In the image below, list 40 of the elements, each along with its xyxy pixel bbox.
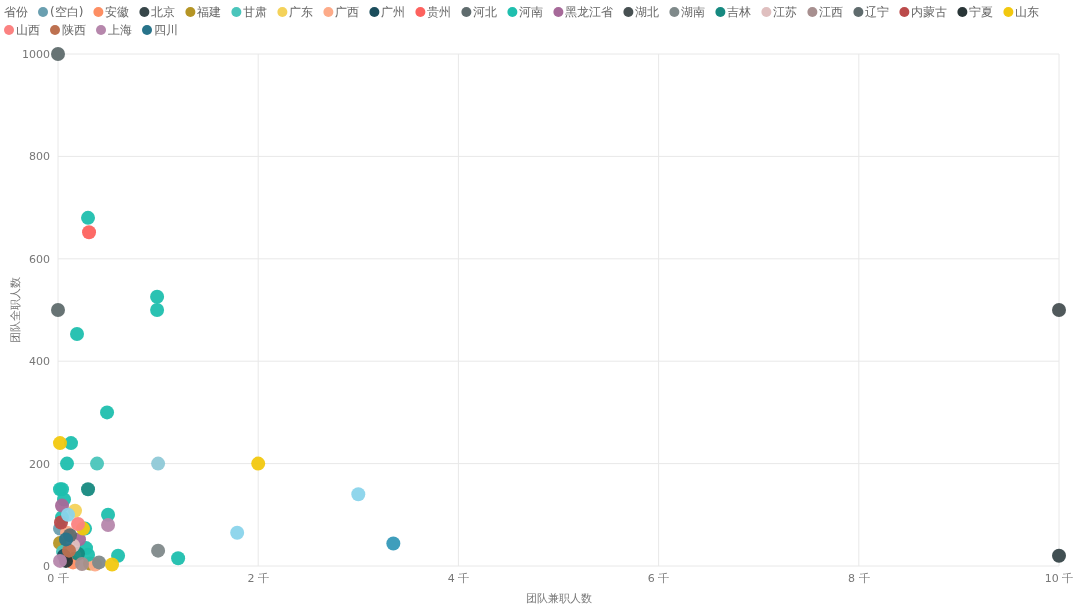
y-tick-label: 1000 xyxy=(22,48,50,61)
legend-label: 江西 xyxy=(819,5,844,19)
legend-label: 江苏 xyxy=(773,5,798,19)
x-tick-label: 10 千 xyxy=(1044,572,1074,585)
legend-label: 内蒙古 xyxy=(911,5,948,19)
legend-label: 广东 xyxy=(289,5,314,19)
legend-label: 湖北 xyxy=(635,5,660,19)
x-tick-label: 2 千 xyxy=(247,572,269,585)
legend-label: 四川 xyxy=(154,23,178,37)
legend-label: 上海 xyxy=(108,23,132,37)
legend-label: 福建 xyxy=(197,5,222,19)
legend-label: 宁夏 xyxy=(969,5,994,19)
y-tick-label: 800 xyxy=(29,150,50,164)
y-axis-title: 团队全职人数 xyxy=(9,277,22,343)
legend-label: 河南 xyxy=(519,5,544,19)
legend-label: 辽宁 xyxy=(865,5,890,19)
x-tick-label: 4 千 xyxy=(447,572,470,585)
legend-label: 黑龙江省 xyxy=(565,5,614,19)
legend-title: 省份 xyxy=(4,5,28,19)
legend-label: 贵州 xyxy=(427,5,452,19)
legend-label: 山东 xyxy=(1015,5,1040,19)
x-axis-title: 团队兼职人数 xyxy=(525,592,592,605)
legend-label: 湖南 xyxy=(681,5,706,19)
legend-label: 甘肃 xyxy=(243,5,268,19)
x-tick-label: 0 千 xyxy=(47,572,69,585)
y-tick-label: 600 xyxy=(29,252,50,266)
legend-label: 广西 xyxy=(335,5,360,19)
legend-label: (空白) xyxy=(50,5,84,19)
y-tick-label: 0 xyxy=(43,560,50,573)
x-tick-label: 6 千 xyxy=(647,572,670,585)
legend-label: 吉林 xyxy=(727,5,752,19)
y-tick-label: 400 xyxy=(29,355,50,369)
legend-label: 陕西 xyxy=(62,23,86,37)
legend-label: 河北 xyxy=(473,5,498,19)
legend-label: 安徽 xyxy=(105,5,130,19)
legend-label: 广州 xyxy=(381,5,406,19)
legend-label: 北京 xyxy=(151,5,176,19)
y-tick-label: 200 xyxy=(29,457,50,471)
x-tick-label: 8 千 xyxy=(848,572,870,585)
legend-label: 山西 xyxy=(16,23,40,37)
